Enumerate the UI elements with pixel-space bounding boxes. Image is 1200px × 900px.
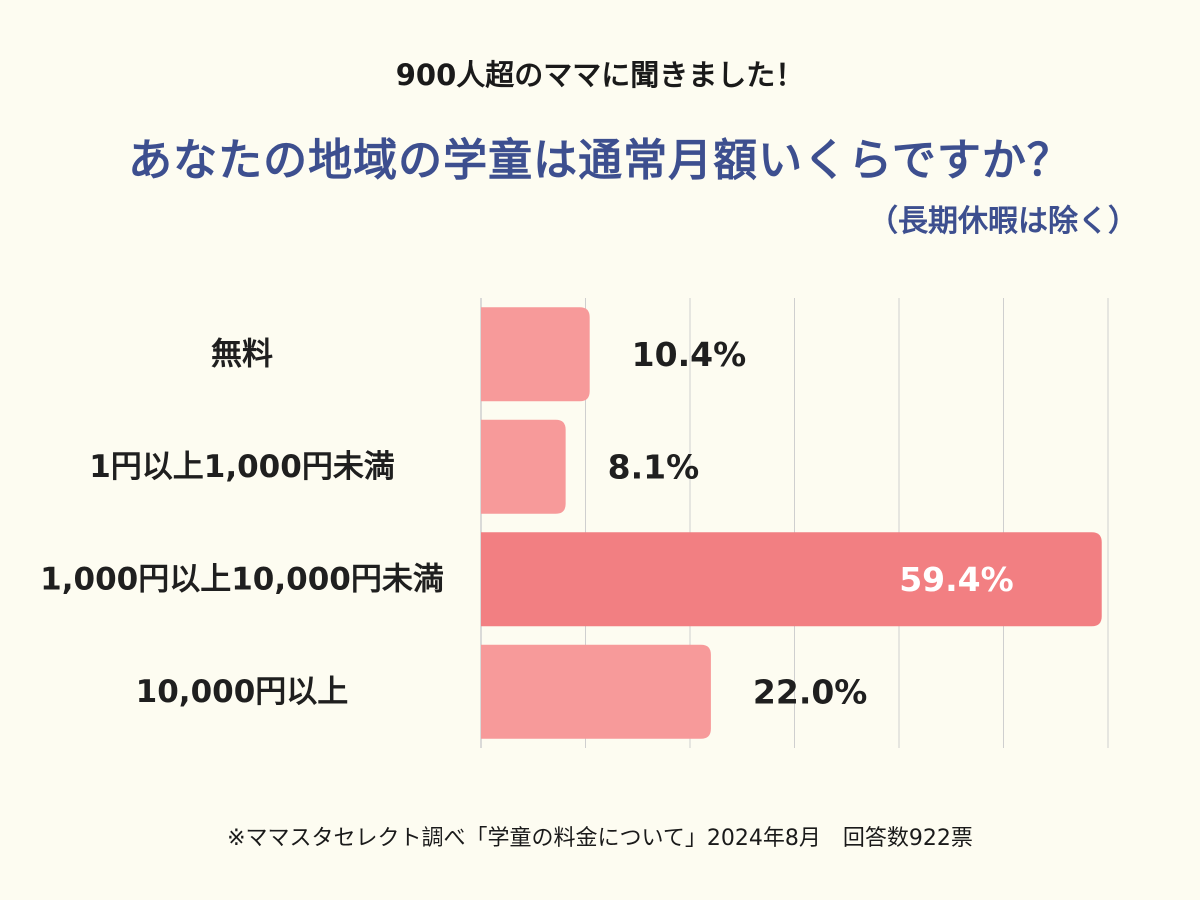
category-label: 無料: [211, 336, 273, 372]
bar-3: [481, 644, 711, 739]
bars: [481, 307, 1102, 739]
bar-0: [481, 307, 590, 402]
category-label: 10,000円以上: [136, 674, 349, 710]
source-footnote: ※ママスタセレクト調べ「学童の料金について」2024年8月 回答数922票: [227, 826, 973, 851]
labels: 無料 10.4% 1円以上1,000円未満 8.1% 1,000円以上10,000円未満…: [40, 335, 1014, 712]
chart-subtitle: 900人超のママに聞きました！: [395, 58, 805, 92]
value-label: 59.4%: [899, 560, 1014, 599]
category-label: 1円以上1,000円未満: [89, 449, 395, 485]
chart-note: （長期休暇は除く）: [868, 204, 1138, 239]
value-label: 8.1%: [608, 447, 700, 486]
bar-2: [481, 532, 1102, 627]
value-label: 22.0%: [753, 672, 868, 711]
bar-1: [481, 419, 566, 514]
value-label: 10.4%: [632, 335, 747, 374]
category-label: 1,000円以上10,000円未満: [40, 561, 444, 597]
chart-title: あなたの地域の学童は通常月額いくらですか？: [128, 135, 1072, 186]
